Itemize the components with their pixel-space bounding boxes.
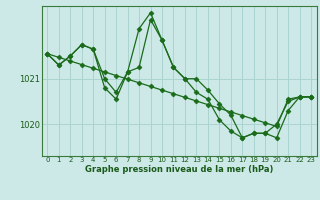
X-axis label: Graphe pression niveau de la mer (hPa): Graphe pression niveau de la mer (hPa): [85, 165, 273, 174]
